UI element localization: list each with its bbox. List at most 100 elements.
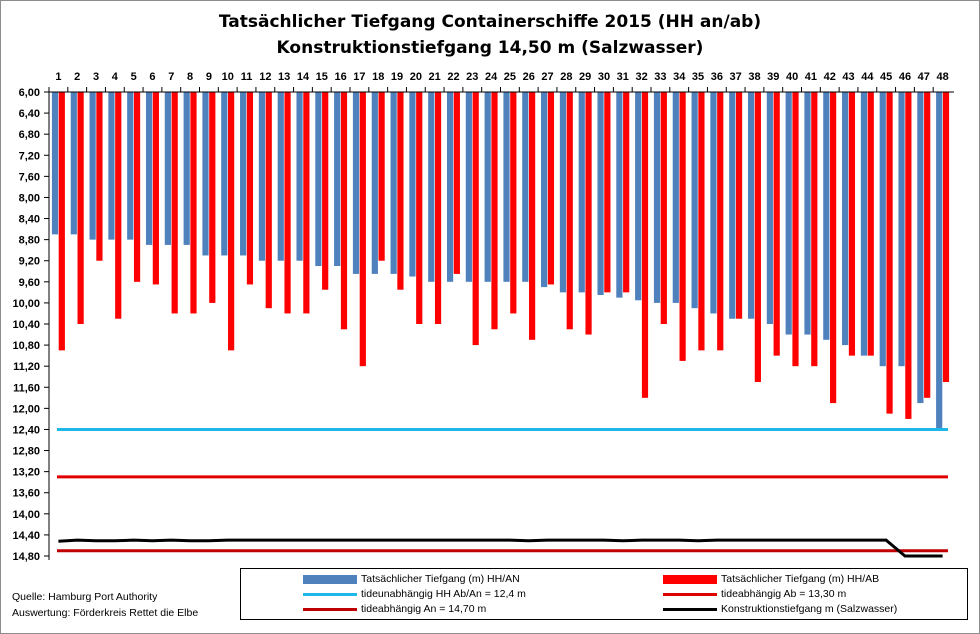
bar-an — [315, 92, 322, 266]
x-tick-label: 4 — [112, 71, 119, 83]
bar-ab — [265, 92, 272, 309]
legend-line-tide-ab — [663, 593, 717, 596]
bar-an — [371, 92, 378, 274]
bar-ab — [924, 92, 931, 398]
y-tick-label: 7,20 — [19, 150, 40, 162]
bar-an — [221, 92, 228, 256]
y-tick-label: 6,80 — [19, 129, 40, 141]
bar-an — [823, 92, 830, 340]
y-tick-label: 11,20 — [13, 361, 40, 373]
bar-an — [164, 92, 171, 245]
x-tick-label: 16 — [334, 71, 346, 83]
source-line-1: Quelle: Hamburg Port Authority — [12, 591, 158, 603]
x-tick-label: 44 — [861, 71, 874, 83]
bar-an — [296, 92, 303, 261]
bar-ab — [510, 92, 517, 314]
x-tick-label: 34 — [673, 71, 686, 83]
bar-ab — [773, 92, 780, 356]
chart-subtitle: Konstruktionstiefgang 14,50 m (Salzwasse… — [276, 38, 704, 58]
bar-an — [258, 92, 266, 261]
y-tick-label: 13,20 — [12, 467, 40, 479]
chart-legend: Tatsächlicher Tiefgang (m) HH/AN Tatsäch… — [240, 568, 968, 620]
x-tick-label: 17 — [353, 71, 365, 83]
bar-ab — [698, 92, 705, 351]
bar-ab — [735, 92, 743, 319]
x-tick-label: 14 — [297, 71, 310, 83]
chart-title: Tatsächlicher Tiefgang Containerschiffe … — [218, 12, 762, 32]
x-tick-label: 32 — [635, 71, 647, 83]
bar-an — [202, 92, 209, 256]
y-tick-label: 10,40 — [12, 319, 40, 331]
legend-swatch-ab — [663, 575, 717, 584]
y-tick-label: 13,60 — [12, 488, 40, 500]
y-tick-label: 9,20 — [19, 256, 40, 268]
bar-ab — [754, 92, 761, 382]
bar-an — [898, 92, 905, 367]
bar-an — [559, 92, 567, 293]
x-tick-label: 46 — [899, 71, 911, 83]
bar-an — [804, 92, 811, 335]
bar-ab — [115, 92, 122, 319]
bar-an — [390, 92, 397, 274]
y-tick-label: 8,00 — [19, 192, 40, 204]
bar-ab — [303, 92, 310, 314]
legend-label-tide-ab: tideabhängig Ab = 13,30 m — [721, 588, 847, 600]
bar-an — [672, 92, 679, 303]
bar-an — [635, 92, 642, 301]
bar-an — [522, 92, 529, 282]
x-tick-label: 35 — [692, 71, 704, 83]
x-tick-label: 33 — [654, 71, 666, 83]
bar-an — [747, 92, 755, 319]
x-tick-label: 20 — [410, 71, 422, 83]
x-tick-label: 23 — [466, 71, 478, 83]
legend-label-tideunabhaengig: tideunabhängig HH Ab/An = 12,4 m — [361, 588, 526, 600]
konstruktionstiefgang-line — [58, 538, 943, 558]
legend-swatch-an — [303, 575, 357, 584]
x-tick-label: 29 — [579, 71, 591, 83]
bar-ab — [246, 92, 254, 285]
bar-an — [785, 92, 792, 335]
x-tick-label: 45 — [880, 71, 892, 83]
bar-ab — [491, 92, 498, 330]
bar-ab — [792, 92, 799, 367]
x-tick-label: 38 — [748, 71, 760, 83]
y-tick-label: 12,00 — [12, 403, 40, 415]
bar-an — [616, 92, 623, 298]
bar-an — [879, 92, 886, 367]
x-tick-label: 12 — [259, 71, 271, 83]
x-tick-label: 26 — [523, 71, 535, 83]
bar-ab — [811, 92, 818, 367]
bar-ab — [359, 92, 366, 367]
legend-line-konstruktion — [663, 608, 717, 611]
bar-an — [484, 92, 491, 282]
bar-ab — [152, 92, 159, 285]
bar-an — [145, 92, 153, 245]
bar-ab — [209, 92, 216, 303]
y-tick-label: 9,60 — [19, 277, 40, 289]
bar-ab — [340, 92, 348, 330]
bar-ab — [641, 92, 649, 398]
y-tick-label: 14,00 — [12, 509, 40, 521]
bar-ab — [604, 92, 611, 293]
bar-ab — [472, 92, 479, 346]
x-tick-label: 36 — [711, 71, 723, 83]
bar-an — [936, 92, 943, 430]
x-tick-label: 8 — [187, 71, 193, 83]
x-tick-label: 9 — [206, 71, 212, 83]
bar-an — [334, 92, 341, 266]
bar-an — [277, 92, 284, 261]
bar-an — [503, 92, 510, 282]
legend-label-konstruktion: Konstruktionstiefgang m (Salzwasser) — [721, 603, 898, 615]
bar-ab — [453, 92, 460, 274]
x-tick-label: 31 — [617, 71, 629, 83]
bar-ab — [378, 92, 385, 261]
bar-ab — [886, 92, 893, 414]
y-tick-label: 14,80 — [12, 551, 40, 563]
bar-an — [653, 92, 661, 303]
bar-an — [51, 92, 59, 235]
bar-ab — [284, 92, 291, 314]
y-tick-label: 6,00 — [19, 87, 40, 99]
y-tick-label: 8,40 — [19, 214, 40, 226]
bar-ab — [171, 92, 178, 314]
x-tick-label: 40 — [786, 71, 798, 83]
